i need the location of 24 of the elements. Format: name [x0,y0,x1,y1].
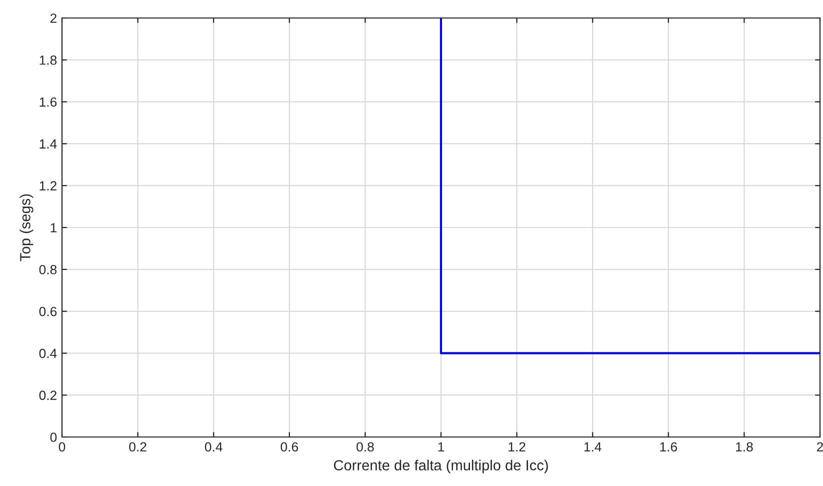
x-tick-label: 1.8 [736,442,753,452]
x-tick-label: 1.4 [584,442,602,452]
y-tick-label: 1.6 [40,97,57,107]
x-tick-label: 2 [816,442,823,452]
y-axis-title: Top (segs) [20,194,34,262]
x-tick-label: 0.2 [129,442,146,452]
y-tick-label: 1.4 [40,139,57,148]
y-tick-label: 0 [50,432,57,442]
y-tick-label: 0.2 [39,390,56,400]
x-tick-label: 0 [58,442,66,452]
x-tick-label: 1.6 [660,442,677,452]
y-tick-label: 2 [50,14,56,23]
y-tick-label: 1.2 [40,181,56,190]
x-tick-label: 0.6 [280,442,298,452]
x-tick-label: 1.2 [508,442,526,452]
y-tick-label: 0.8 [39,264,57,274]
y-tick-label: 0.4 [39,348,57,358]
y-tick-label: 1.8 [40,55,57,65]
y-tick-label: 0.6 [39,306,57,316]
y-tick-label: 1 [50,223,56,232]
x-tick-label: 0.8 [356,442,374,452]
x-axis-title: Corrente de falta (multiplo de Icc) [334,460,548,474]
x-tick-label: 1 [438,442,444,452]
x-tick-label: 0.4 [204,442,222,452]
